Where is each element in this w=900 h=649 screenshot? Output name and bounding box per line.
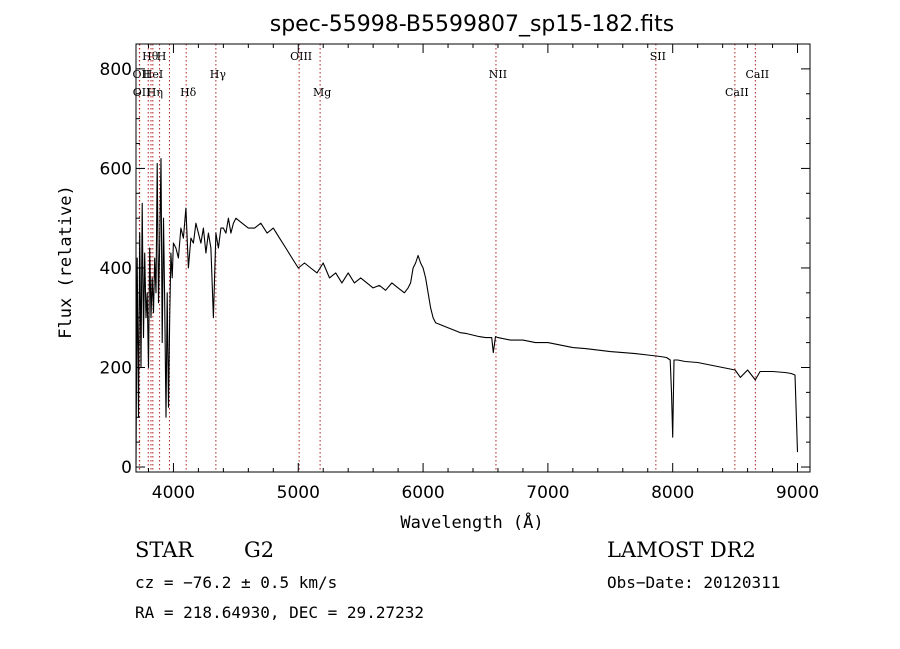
object-class: STAR — [135, 538, 194, 562]
spectral-line-label-10: NII — [489, 68, 507, 81]
spectrum-series-0 — [135, 157, 799, 465]
spectral-line-label-9: Mg — [313, 86, 331, 99]
survey-name: LAMOST DR2 — [607, 538, 756, 562]
spectral-line-label-1: H — [157, 50, 167, 63]
x-tick-label-2: 6000 — [401, 483, 444, 503]
y-tick-label-0: 0 — [121, 458, 132, 478]
spectral-line-label-4: Hη — [147, 86, 163, 99]
spectral-line-label-6: Hδ — [180, 86, 197, 99]
y-axis-label: Flux (relative) — [56, 185, 76, 339]
y-tick-label-3: 600 — [100, 159, 132, 179]
x-tick-label-0: 4000 — [152, 483, 195, 503]
plot-frame — [135, 43, 811, 473]
y-tick-label-4: 800 — [100, 60, 132, 80]
spectral-line-label-7: Hγ — [210, 68, 227, 81]
redshift-velocity: cz = −76.2 ± 0.5 km/s — [135, 573, 338, 592]
spectral-line-label-11: SII — [650, 50, 666, 63]
y-tick-label-1: 200 — [100, 358, 132, 378]
x-tick-label-3: 7000 — [526, 483, 569, 503]
spectral-line-label-0: Hθ — [142, 50, 159, 63]
observation-date: Obs−Date: 20120311 — [607, 573, 781, 592]
spectral-line-label-2: OII — [133, 68, 151, 81]
sky-coordinates: RA = 218.64930, DEC = 29.27232 — [135, 603, 424, 622]
chart-title: spec-55998-B5599807_sp15-182.fits — [270, 12, 675, 37]
spectral-line-label-8: OIII — [290, 50, 312, 63]
x-tick-label-4: 8000 — [651, 483, 694, 503]
spectral-line-label-3: HeI — [143, 68, 163, 81]
spectral-line-label-5: OII — [133, 86, 151, 99]
y-tick-label-2: 400 — [100, 259, 132, 279]
spectral-line-label-13: CaII — [745, 68, 769, 81]
x-tick-label-5: 9000 — [776, 483, 819, 503]
x-axis-label: Wavelength (Å) — [400, 511, 543, 533]
x-tick-label-1: 5000 — [277, 483, 320, 503]
spectral-line-label-12: CaII — [725, 86, 749, 99]
object-subclass: G2 — [244, 538, 275, 562]
plot-layer — [135, 157, 799, 465]
axes-layer: 4000 5000 6000 7000 8000 9000 0 200 400 600 800 — [100, 43, 819, 503]
